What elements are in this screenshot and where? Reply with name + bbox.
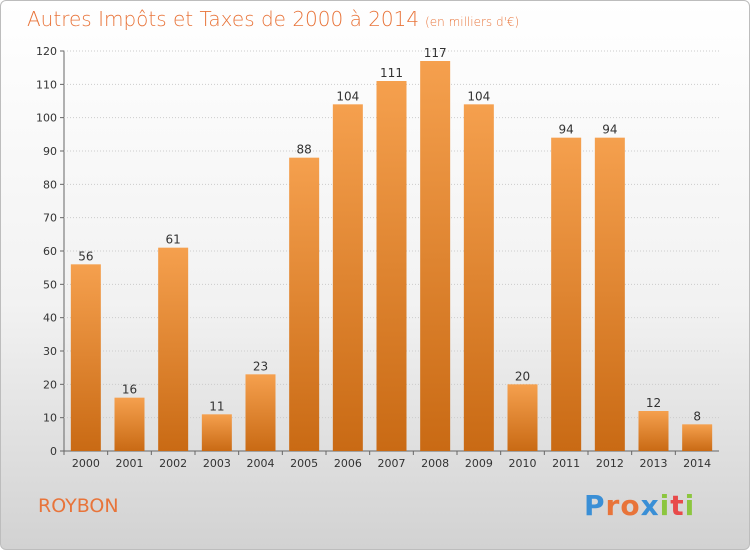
value-label-2011: 94: [559, 123, 574, 137]
bar-2001: [114, 397, 145, 451]
bar-2002: [158, 247, 189, 451]
bar-2003: [201, 414, 232, 451]
value-label-2004: 23: [253, 359, 268, 373]
value-label-2006: 104: [336, 89, 359, 103]
logo-letter: P: [584, 489, 606, 522]
value-label-2014: 8: [693, 409, 701, 423]
logo-letter: r: [605, 489, 621, 522]
x-tick-label-2014: 2014: [683, 457, 711, 470]
bar-2005: [289, 157, 320, 451]
logo-letter: i: [659, 489, 671, 522]
value-label-2005: 88: [297, 143, 312, 157]
value-label-2009: 104: [467, 89, 490, 103]
x-tick-label-2009: 2009: [465, 457, 493, 470]
x-tick-label-2007: 2007: [378, 457, 406, 470]
y-tick-label: 60: [43, 245, 57, 258]
y-tick-label: 90: [43, 145, 57, 158]
bar-2009: [463, 104, 494, 451]
x-tick-label-2000: 2000: [72, 457, 100, 470]
value-label-2013: 12: [646, 396, 661, 410]
y-tick-label: 70: [43, 212, 57, 225]
bar-2010: [507, 384, 538, 451]
chart-title: Autres Impôts et Taxes de 2000 à 2014 (en…: [27, 7, 519, 31]
y-tick-label: 20: [43, 378, 57, 391]
location-label: ROYBON: [38, 495, 119, 517]
bar-2004: [245, 374, 276, 451]
y-tick-label: 30: [43, 345, 57, 358]
bar-2012: [594, 137, 625, 451]
logo-letter: t: [670, 489, 685, 522]
bar-2007: [376, 81, 407, 451]
y-tick-label: 110: [36, 78, 57, 91]
bar-2014: [682, 424, 713, 451]
x-tick-label-2002: 2002: [159, 457, 187, 470]
value-label-2010: 20: [515, 369, 530, 383]
x-tick-label-2006: 2006: [334, 457, 362, 470]
value-label-2001: 16: [122, 383, 137, 397]
value-label-2012: 94: [602, 123, 617, 137]
x-tick-label-2003: 2003: [203, 457, 231, 470]
x-tick-label-2005: 2005: [290, 457, 318, 470]
x-tick-label-2012: 2012: [596, 457, 624, 470]
value-label-2003: 11: [209, 399, 224, 413]
bar-2006: [332, 104, 363, 451]
y-tick-label: 100: [36, 112, 57, 125]
x-tick-label-2001: 2001: [116, 457, 144, 470]
logo-letter: i: [684, 489, 696, 522]
x-tick-label-2008: 2008: [421, 457, 449, 470]
y-tick-label: 0: [50, 445, 57, 458]
y-tick-label: 120: [36, 45, 57, 58]
chart-title-text: Autres Impôts et Taxes de 2000 à 2014: [27, 7, 420, 31]
x-tick-label-2013: 2013: [640, 457, 668, 470]
y-tick-label: 80: [43, 178, 57, 191]
value-label-2008: 117: [424, 46, 447, 60]
y-tick-label: 50: [43, 278, 57, 291]
value-label-2000: 56: [78, 249, 93, 263]
x-tick-label-2011: 2011: [552, 457, 580, 470]
logo-letter: x: [640, 489, 660, 522]
chart-title-unit: (en milliers d'€): [425, 15, 520, 29]
value-label-2007: 111: [380, 66, 403, 80]
bar-2000: [70, 264, 101, 451]
value-label-2002: 61: [166, 233, 181, 247]
x-tick-label-2004: 2004: [247, 457, 275, 470]
bar-2011: [551, 137, 582, 451]
y-tick-label: 10: [43, 412, 57, 425]
logo-letter: o: [620, 489, 641, 522]
bar-2013: [638, 411, 669, 451]
bar-2008: [420, 61, 451, 451]
proxiti-logo: Proxiti: [584, 489, 695, 522]
y-tick-label: 40: [43, 312, 57, 325]
x-tick-label-2010: 2010: [509, 457, 537, 470]
